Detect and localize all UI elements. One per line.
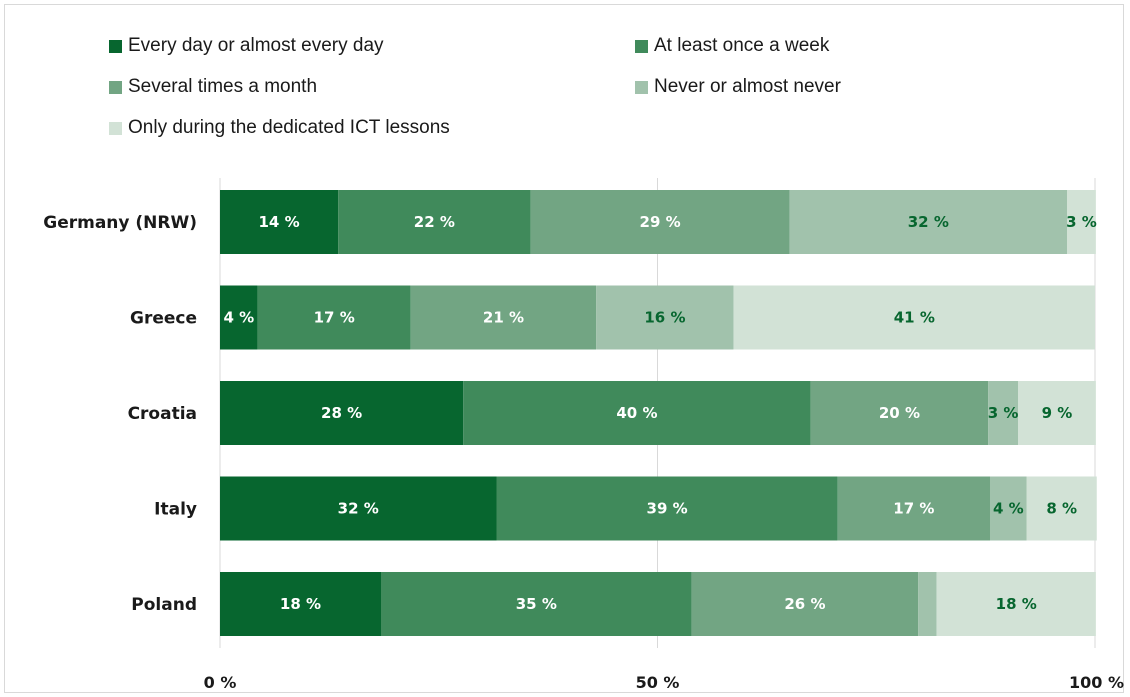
bar-segment-croatia-2 <box>810 381 989 445</box>
bar-segment-germany-nrw-2 <box>530 190 790 254</box>
bar-segment-croatia-0 <box>220 381 464 445</box>
legend-item-several-times-a-month: Several times a month <box>109 74 317 100</box>
bar-segment-italy-0 <box>220 476 497 541</box>
bar-segment-italy-3 <box>990 476 1027 541</box>
data-label: 32 % <box>908 213 949 231</box>
data-label: 9 % <box>1042 404 1073 422</box>
chart-frame <box>4 4 1124 693</box>
data-label: 41 % <box>894 309 935 327</box>
data-label: 29 % <box>640 213 681 231</box>
bar-segment-poland-1 <box>381 572 692 636</box>
bar-segment-germany-nrw-1 <box>338 190 531 254</box>
legend-swatch <box>109 121 122 135</box>
data-label: 18 % <box>280 595 321 613</box>
legend: Every day or almost every day At least o… <box>0 0 1130 160</box>
legend-label: Only during the dedicated ICT lessons <box>128 117 450 138</box>
category-label: Italy <box>154 500 197 520</box>
x-tick-label: 50 % <box>636 673 680 692</box>
bar-segment-italy-2 <box>837 476 990 541</box>
data-label: 3 % <box>1066 213 1097 231</box>
bar-segment-greece-2 <box>410 285 597 350</box>
data-label: 8 % <box>1046 500 1077 518</box>
data-label: 28 % <box>321 404 362 422</box>
category-label: Croatia <box>128 404 197 424</box>
bar-segment-croatia-3 <box>988 381 1018 445</box>
data-label: 20 % <box>879 404 920 422</box>
legend-item-never: Never or almost never <box>635 74 841 100</box>
legend-item-every-day: Every day or almost every day <box>109 33 384 59</box>
legend-swatch <box>635 39 648 53</box>
bar-segment-greece-3 <box>596 285 734 350</box>
legend-label: Several times a month <box>128 76 318 97</box>
bar-segment-greece-1 <box>257 285 411 350</box>
legend-swatch <box>635 80 648 94</box>
data-label: 18 % <box>996 595 1037 613</box>
bar-segment-poland-2 <box>691 572 919 636</box>
legend-swatch <box>109 80 122 94</box>
data-label: 17 % <box>893 500 934 518</box>
bar-segment-poland-3 <box>918 572 937 636</box>
x-tick-label: 100 % <box>1069 673 1124 692</box>
category-label: Greece <box>130 309 197 329</box>
data-label: 22 % <box>414 213 455 231</box>
bar-segment-germany-nrw-3 <box>789 190 1067 254</box>
legend-label: Never or almost never <box>654 76 841 97</box>
legend-item-once-a-week: At least once a week <box>635 33 829 59</box>
bar-segment-italy-1 <box>496 476 838 541</box>
x-tick-label: 0 % <box>204 673 237 692</box>
legend-item-ict-lessons: Only during the dedicated ICT lessons <box>109 115 450 141</box>
data-label: 16 % <box>644 309 685 327</box>
bar-segment-poland-0 <box>220 572 381 636</box>
bar-segment-germany-nrw-4 <box>1067 190 1096 254</box>
data-label: 4 % <box>993 500 1024 518</box>
legend-swatch <box>109 39 122 53</box>
bar-segment-croatia-1 <box>463 381 811 445</box>
data-label: 40 % <box>616 404 657 422</box>
legend-label: Every day or almost every day <box>128 35 384 56</box>
legend-label: At least once a week <box>654 35 830 56</box>
data-label: 4 % <box>223 309 254 327</box>
data-label: 32 % <box>338 500 379 518</box>
bar-segment-poland-4 <box>936 572 1096 636</box>
bar-segment-greece-0 <box>220 285 258 350</box>
data-label: 35 % <box>516 595 557 613</box>
category-label: Poland <box>131 595 197 615</box>
category-label: Germany (NRW) <box>43 213 197 233</box>
bar-segment-croatia-4 <box>1018 381 1096 445</box>
bar-segment-germany-nrw-0 <box>220 190 339 254</box>
data-label: 39 % <box>647 500 688 518</box>
data-label: 14 % <box>258 213 299 231</box>
bar-segment-greece-4 <box>733 285 1095 350</box>
data-label: 26 % <box>784 595 825 613</box>
data-label: 17 % <box>314 309 355 327</box>
data-label: 21 % <box>483 309 524 327</box>
bar-segment-italy-4 <box>1026 476 1097 541</box>
data-label: 3 % <box>988 404 1019 422</box>
